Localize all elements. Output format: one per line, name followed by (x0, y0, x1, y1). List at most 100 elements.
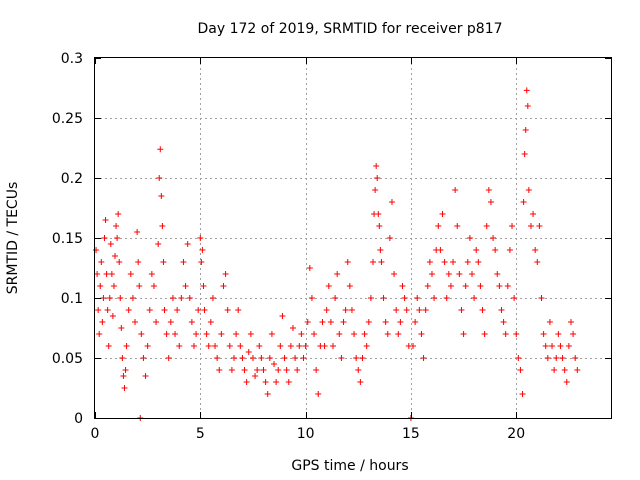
data-point (374, 175, 381, 181)
data-point (174, 307, 181, 313)
data-point (538, 295, 545, 301)
data-point (422, 307, 429, 313)
data-point (544, 355, 551, 361)
data-point (490, 235, 497, 241)
data-point (268, 331, 275, 337)
data-point (342, 307, 349, 313)
data-point (355, 367, 362, 373)
data-point (157, 146, 164, 153)
data-point (363, 343, 370, 349)
data-point (275, 367, 282, 373)
data-point (148, 271, 155, 277)
data-point (97, 283, 104, 289)
y-tick-label: 0.05 (52, 351, 83, 367)
data-point (100, 295, 107, 301)
data-point (452, 187, 459, 193)
data-point (574, 367, 581, 373)
data-point (163, 331, 170, 337)
data-point (203, 331, 210, 337)
data-point (313, 367, 320, 373)
data-point (384, 331, 391, 337)
data-point (289, 325, 296, 331)
x-tick-label: 20 (507, 426, 525, 442)
data-point (458, 307, 465, 313)
data-point (103, 271, 110, 277)
data-point (150, 283, 157, 289)
data-point (555, 331, 562, 337)
data-point (156, 175, 163, 181)
data-point (123, 343, 130, 349)
data-point (525, 187, 532, 193)
data-point (172, 331, 179, 337)
data-point (382, 319, 389, 325)
data-point (110, 283, 117, 289)
data-point (414, 295, 421, 301)
plot-frame (94, 57, 612, 419)
data-point (344, 259, 351, 265)
data-point (523, 87, 530, 94)
data-point (519, 391, 526, 397)
data-point (153, 319, 160, 325)
data-point (114, 235, 121, 241)
data-point (109, 313, 116, 319)
data-point (483, 223, 490, 229)
data-point (298, 331, 305, 337)
data-point (391, 271, 398, 277)
data-points (93, 87, 581, 421)
data-point (424, 283, 431, 289)
data-point (304, 319, 311, 325)
data-point (120, 373, 127, 379)
data-point (254, 367, 261, 373)
data-point (260, 367, 267, 373)
data-point (524, 103, 531, 109)
data-point (479, 307, 486, 313)
data-point (485, 187, 492, 193)
data-point (375, 211, 382, 217)
data-point (468, 271, 475, 277)
data-point (99, 319, 106, 325)
data-point (546, 319, 553, 325)
data-point (380, 295, 387, 301)
data-point (140, 355, 147, 361)
data-point (540, 331, 547, 337)
data-point (281, 355, 288, 361)
data-point (308, 295, 315, 301)
data-point (113, 223, 120, 229)
data-point (388, 199, 395, 205)
x-tick-label: 0 (91, 426, 100, 442)
data-point (412, 319, 419, 325)
data-point (323, 307, 330, 313)
data-point (180, 259, 187, 265)
x-tick-label: 5 (196, 426, 205, 442)
data-point (142, 373, 149, 379)
data-point (95, 307, 102, 313)
data-point (296, 343, 303, 349)
data-point (198, 259, 205, 265)
data-point (300, 355, 307, 361)
data-point (334, 271, 341, 277)
data-point (184, 241, 191, 247)
data-point (243, 379, 250, 385)
data-point (464, 259, 471, 265)
data-point (287, 343, 294, 349)
data-point (386, 235, 393, 241)
data-point (420, 355, 427, 361)
data-point (264, 391, 271, 397)
data-point (160, 259, 167, 265)
data-point (195, 307, 202, 313)
data-point (102, 217, 109, 223)
data-point (542, 343, 549, 349)
data-point (101, 235, 108, 241)
data-point (190, 343, 197, 349)
data-point (262, 379, 269, 385)
x-tick-label: 10 (297, 426, 315, 442)
data-point (399, 283, 406, 289)
data-point (553, 355, 560, 361)
data-point (161, 307, 168, 313)
data-point (456, 271, 463, 277)
data-point (517, 367, 524, 373)
data-point (527, 223, 534, 229)
data-point (348, 307, 355, 313)
data-point (159, 223, 166, 229)
data-point (155, 241, 162, 247)
